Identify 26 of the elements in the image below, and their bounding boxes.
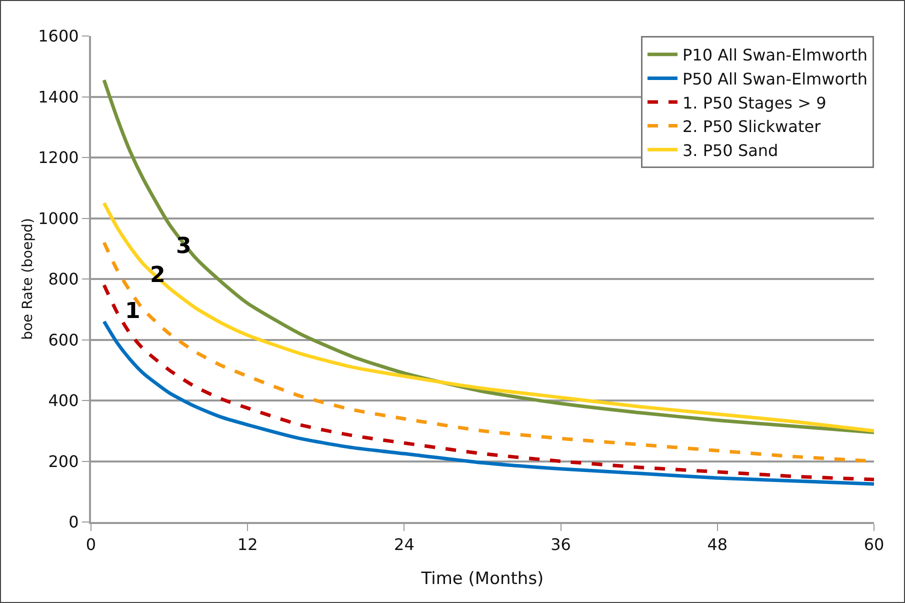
legend-label: 2. P50 Slickwater xyxy=(682,117,822,136)
y-tick-label: 1600 xyxy=(38,26,79,46)
line-series xyxy=(102,320,874,486)
y-tick-label: 600 xyxy=(48,330,79,350)
y-axis-title: boe Rate (boepd) xyxy=(20,218,36,340)
x-tick-label: 60 xyxy=(864,535,884,554)
y-tick-label: 1200 xyxy=(38,148,79,168)
legend-label: P10 All Swan-Elmworth xyxy=(682,46,868,65)
line-series xyxy=(102,283,874,482)
legend-label: 3. P50 Sand xyxy=(682,140,778,160)
y-tick-label: 400 xyxy=(48,391,79,410)
y-tick-label: 0 xyxy=(68,512,79,532)
x-tick-label: 12 xyxy=(237,535,258,554)
y-tick-label: 800 xyxy=(48,270,79,289)
x-axis-title: Time (Months) xyxy=(420,569,544,589)
y-tick-label: 1000 xyxy=(38,208,79,228)
y-tick-label: 1400 xyxy=(38,87,79,106)
x-tick-label: 0 xyxy=(86,535,96,554)
x-tick-label: 36 xyxy=(550,535,571,554)
y-tick-label: 200 xyxy=(48,452,79,471)
line-series xyxy=(102,201,874,433)
x-tick-label: 48 xyxy=(707,535,728,554)
x-tick-label: 24 xyxy=(394,535,414,554)
legend-label: P50 All Swan-Elmworth xyxy=(682,69,868,88)
annotation: 1 xyxy=(125,299,140,324)
legend-label: 1. P50 Stages > 9 xyxy=(682,93,826,112)
